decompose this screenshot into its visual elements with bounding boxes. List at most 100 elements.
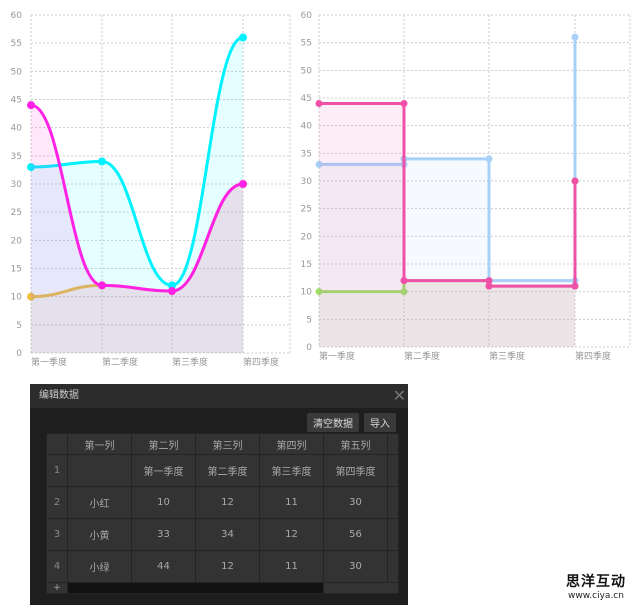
- table-cell[interactable]: 56: [323, 518, 388, 551]
- table-cell[interactable]: 34: [195, 518, 260, 551]
- table-cell[interactable]: 小绿: [67, 550, 132, 583]
- table-cell[interactable]: [387, 518, 399, 551]
- series-area: [31, 105, 243, 353]
- data-point: [571, 282, 579, 290]
- table-footer: +: [46, 582, 399, 594]
- x-tick-label: 第三季度: [489, 350, 525, 362]
- data-point: [239, 180, 247, 188]
- y-tick-label: 20: [301, 232, 313, 242]
- dialog-titlebar: 编辑数据 ✕: [30, 384, 408, 408]
- table-row: 2 小红 10 12 11 30: [46, 486, 399, 519]
- y-tick-label: 50: [11, 67, 23, 77]
- data-table: 第一列 第二列 第三列 第四列 第五列 1 第一季度 第二季度 第三季度 第四季度 2 小红 10 12 1…: [46, 433, 399, 594]
- row-number: 2: [46, 486, 68, 519]
- table-cell[interactable]: 第一列: [67, 433, 132, 455]
- data-point: [98, 281, 106, 290]
- y-tick-label: 5: [306, 315, 312, 325]
- table-cell[interactable]: [387, 454, 399, 487]
- table-cell[interactable]: 第一季度: [131, 454, 196, 487]
- data-point: [315, 288, 323, 296]
- y-tick-label: 10: [301, 288, 313, 298]
- edit-data-dialog: 编辑数据 ✕ 清空数据 导入 第一列 第二列 第三列 第四列 第五列 1 第一季度 第二季度 第三…: [30, 384, 408, 605]
- y-tick-label: 35: [11, 152, 22, 162]
- series-area: [31, 37, 243, 354]
- y-tick-label: 45: [301, 94, 312, 104]
- row-number: 1: [46, 454, 68, 487]
- table-cell[interactable]: [387, 550, 399, 583]
- table-cell[interactable]: 12: [259, 518, 324, 551]
- y-tick-label: 10: [11, 293, 23, 303]
- table-cell[interactable]: 第五列: [323, 433, 388, 455]
- table-cell[interactable]: 第二季度: [195, 454, 260, 487]
- series-area: [31, 184, 243, 353]
- x-tick-label: 第四季度: [575, 350, 611, 362]
- table-cell[interactable]: 12: [195, 486, 260, 519]
- x-tick-label: 第二季度: [404, 350, 440, 362]
- table-cell[interactable]: 小黄: [67, 518, 132, 551]
- data-point: [571, 33, 579, 41]
- table-header-row: 第一列 第二列 第三列 第四列 第五列: [46, 433, 399, 455]
- row-number: [46, 433, 68, 455]
- data-point: [27, 163, 35, 172]
- table-row: 3 小黄 33 34 12 56: [46, 518, 399, 551]
- table-cell[interactable]: 30: [323, 486, 388, 519]
- series-line: [30, 36, 244, 287]
- table-cell[interactable]: [387, 433, 399, 455]
- series-area: [319, 181, 575, 347]
- y-tick-label: 40: [11, 124, 23, 134]
- table-cell[interactable]: 第三列: [195, 433, 260, 455]
- table-row: 4 小绿 44 12 11 30: [46, 550, 399, 583]
- y-tick-label: 60: [301, 11, 313, 21]
- table-cell[interactable]: 33: [131, 518, 196, 551]
- data-point: [485, 155, 493, 163]
- data-point: [168, 287, 176, 296]
- table-cell[interactable]: 12: [195, 550, 260, 583]
- table-cell[interactable]: 44: [131, 550, 196, 583]
- table-cell[interactable]: 第三季度: [259, 454, 324, 487]
- table-cell[interactable]: [387, 486, 399, 519]
- step-area-chart: 0 5 10 15 20 25 30 35 40 45 50 55 60 第一季度 第二季度 第三季度 第四季度: [301, 11, 631, 362]
- table-cell[interactable]: 第四季度: [323, 454, 388, 487]
- close-icon[interactable]: ✕: [392, 386, 406, 405]
- data-point: [400, 277, 408, 285]
- series-area: [319, 37, 575, 348]
- data-point: [315, 160, 323, 168]
- table-cell[interactable]: 10: [131, 486, 196, 519]
- y-tick-label: 0: [306, 343, 312, 353]
- add-row-icon[interactable]: +: [46, 582, 68, 594]
- y-tick-label: 15: [301, 260, 312, 270]
- data-point: [98, 157, 106, 166]
- table-cell[interactable]: 11: [259, 550, 324, 583]
- table-cell[interactable]: [67, 454, 132, 487]
- data-point: [400, 100, 408, 108]
- data-point: [239, 33, 247, 42]
- watermark: 思洋互动 www.ciya.cn: [566, 571, 626, 601]
- horizontal-scrollbar[interactable]: [67, 582, 324, 594]
- table-cell[interactable]: 11: [259, 486, 324, 519]
- clear-data-button[interactable]: 清空数据: [307, 413, 359, 432]
- data-point: [485, 277, 493, 285]
- import-button[interactable]: 导入: [364, 413, 396, 432]
- y-tick-label: 45: [11, 96, 22, 106]
- y-tick-label: 5: [16, 321, 22, 331]
- x-tick-label: 第一季度: [319, 350, 355, 362]
- data-point: [27, 292, 35, 301]
- data-point: [400, 288, 408, 296]
- series-line: [30, 103, 244, 293]
- y-tick-label: 0: [16, 349, 22, 359]
- table-cell[interactable]: 第四列: [259, 433, 324, 455]
- smooth-area-chart: 0 5 10 15 20 25 30 35 40 45 50 55 60 第一季度 第二季度 第三季度 第四季度: [11, 11, 291, 368]
- y-tick-label: 15: [11, 265, 22, 275]
- table-cell[interactable]: 第二列: [131, 433, 196, 455]
- data-point: [315, 100, 323, 108]
- y-tick-label: 55: [11, 39, 22, 49]
- watermark-url: www.ciya.cn: [568, 591, 624, 601]
- data-point: [571, 177, 579, 185]
- y-tick-label: 25: [301, 205, 312, 215]
- table-cell[interactable]: 小红: [67, 486, 132, 519]
- table-cell[interactable]: 30: [323, 550, 388, 583]
- data-point: [168, 281, 176, 290]
- data-point: [485, 282, 493, 290]
- scrollbar-track[interactable]: [323, 582, 399, 594]
- y-tick-label: 55: [301, 39, 312, 49]
